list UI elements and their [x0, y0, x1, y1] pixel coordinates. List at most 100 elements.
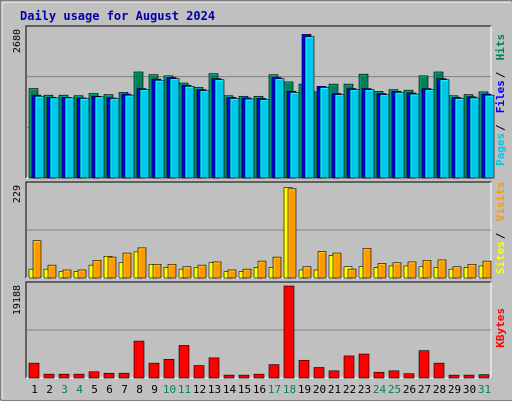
kbytes-kbytes-bar: [329, 371, 339, 378]
legend-visits: Visits: [494, 182, 507, 222]
visits-sites-visits-bar: [63, 270, 71, 278]
kbytes-kbytes-bar: [74, 374, 84, 378]
visits-sites-visits-bar: [348, 269, 356, 278]
visits-sites-visits-bar: [453, 267, 461, 278]
x-tick-label: 22: [343, 383, 356, 396]
x-tick-label: 10: [163, 383, 176, 396]
kbytes-kbytes-bar: [224, 375, 234, 378]
x-tick-label: 8: [136, 383, 143, 396]
hits-files-pages-pages-bar: [275, 79, 284, 178]
legend-separator: /: [494, 124, 507, 131]
x-tick-label: 4: [76, 383, 83, 396]
kbytes-kbytes-bar: [104, 373, 114, 378]
hits-files-pages-pages-bar: [470, 98, 479, 178]
visits-sites-visits-bar: [378, 264, 386, 278]
x-tick-label: 27: [418, 383, 431, 396]
hits-files-pages-pages-bar: [320, 87, 329, 178]
x-tick-label: 14: [223, 383, 237, 396]
hits-files-pages-pages-bar: [65, 98, 74, 178]
hits-files-pages-pages-bar: [155, 80, 164, 178]
x-tick-label: 28: [433, 383, 446, 396]
x-tick-label: 24: [373, 383, 387, 396]
x-tick-label: 3: [61, 383, 68, 396]
kbytes-kbytes-bar: [464, 375, 474, 378]
x-tick-label: 7: [121, 383, 128, 396]
x-tick-label: 19: [298, 383, 311, 396]
x-tick-label: 16: [253, 383, 266, 396]
x-tick-label: 20: [313, 383, 326, 396]
visits-sites-visits-bar: [273, 257, 281, 278]
hits-files-pages-pages-bar: [350, 90, 359, 178]
hits-files-pages-pages-bar: [380, 95, 389, 178]
kbytes-kbytes-bar: [164, 359, 174, 378]
kbytes-kbytes-bar: [344, 356, 354, 378]
visits-sites-visits-bar: [408, 262, 416, 278]
visits-sites-visits-bar: [108, 257, 116, 278]
visits-sites-visits-bar: [168, 264, 176, 278]
x-tick-label: 1: [31, 383, 38, 396]
kbytes-kbytes-bar: [419, 351, 429, 378]
legend-files: Files: [494, 80, 507, 113]
chart-title: Daily usage for August 2024: [20, 9, 215, 23]
kbytes-kbytes-bar: [299, 360, 309, 378]
hits-files-pages-pages-bar: [440, 80, 449, 178]
kbytes-kbytes-bar: [29, 363, 39, 378]
hits-files-pages-pages-bar: [260, 100, 269, 178]
kbytes-ymax-label: 19188: [12, 285, 23, 315]
hits-files-pages-pages-bar: [335, 95, 344, 178]
kbytes-kbytes-bar: [389, 371, 399, 378]
visits-sites-visits-bar: [183, 267, 191, 278]
chart-panels: 2680Pages/Files/Hits229Sites/Visits19188…: [12, 26, 507, 378]
hits-files-pages-ymax-label: 2680: [12, 29, 23, 53]
kbytes-kbytes-bar: [134, 341, 144, 378]
legend-sites: Sites: [494, 241, 507, 274]
kbytes-kbytes-bar: [194, 366, 204, 378]
hits-files-pages-pages-bar: [80, 98, 89, 178]
x-tick-label: 17: [268, 383, 281, 396]
kbytes-kbytes-bar: [449, 375, 459, 378]
hits-files-pages-pages-bar: [245, 99, 254, 178]
visits-sites-visits-bar: [258, 261, 266, 278]
hits-files-pages-pages-bar: [185, 86, 194, 178]
visits-sites-visits-bar: [78, 270, 86, 278]
x-tick-label: 26: [403, 383, 416, 396]
hits-files-pages-pages-bar: [305, 37, 314, 178]
hits-files-pages-pages-bar: [410, 94, 419, 178]
visits-sites-visits-bar: [288, 189, 296, 278]
x-tick-label: 25: [388, 383, 401, 396]
hits-files-pages-pages-bar: [140, 90, 149, 178]
x-tick-label: 31: [478, 383, 491, 396]
kbytes-kbytes-bar: [284, 286, 294, 378]
x-tick-label: 15: [238, 383, 251, 396]
hits-files-pages-pages-bar: [485, 95, 494, 178]
hits-files-pages-pages-bar: [425, 90, 434, 178]
kbytes-kbytes-bar: [359, 354, 369, 378]
visits-sites-visits-bar: [468, 264, 476, 278]
kbytes-kbytes-bar: [89, 372, 99, 378]
kbytes-kbytes-bar: [254, 374, 264, 378]
kbytes-kbytes-bar: [404, 374, 414, 378]
kbytes-kbytes-bar: [434, 363, 444, 378]
visits-sites-visits-bar: [393, 263, 401, 278]
visits-sites-visits-bar: [228, 270, 236, 278]
visits-sites-visits-bar: [423, 260, 431, 278]
hits-files-pages-pages-bar: [50, 98, 59, 178]
hits-files-pages-pages-bar: [455, 98, 464, 178]
kbytes-kbytes-bar: [479, 375, 489, 378]
hits-files-pages-pages-bar: [215, 80, 224, 178]
visits-sites-visits-bar: [213, 262, 221, 278]
x-tick-label: 29: [448, 383, 461, 396]
visits-sites-visits-bar: [123, 253, 131, 278]
x-tick-label: 5: [91, 383, 98, 396]
visits-sites-ymax-label: 229: [12, 185, 23, 203]
visits-sites-visits-bar: [333, 253, 341, 278]
kbytes-kbytes-bar: [119, 373, 129, 378]
kbytes-kbytes-bar: [314, 367, 324, 378]
kbytes-kbytes-bar: [239, 375, 249, 378]
visits-sites-visits-bar: [243, 269, 251, 278]
hits-files-pages-pages-bar: [230, 98, 239, 178]
